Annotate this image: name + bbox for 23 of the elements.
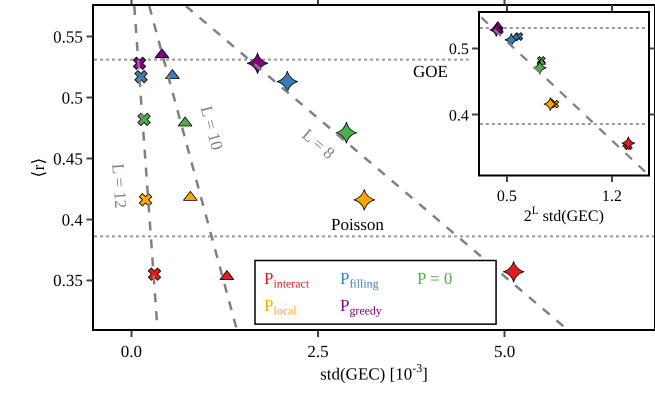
y-axis-title: ⟨r⟩ — [29, 158, 48, 178]
text: P$_{filling}$ — [340, 269, 379, 291]
x-tick-label: 2.5 — [307, 342, 329, 362]
text: P$_{greedy}$ — [340, 296, 382, 318]
y-tick-label: 0.5 — [62, 88, 83, 108]
y-tick-label: 0.35 — [53, 271, 83, 290]
y-tick-label: 0.4 — [448, 107, 469, 124]
text: L = 12 — [108, 162, 130, 209]
x-tick-label: 1.2 — [602, 188, 622, 206]
y-tick-label: 0.55 — [53, 27, 83, 46]
ref-line-label: GOE — [413, 62, 448, 81]
text: L = 10 — [196, 104, 227, 152]
text: P = 0 — [417, 269, 452, 288]
x-axis-title: 2$^{L}$ std(GEC) — [524, 205, 604, 225]
ref-line-label: Poisson — [331, 215, 384, 234]
text: P$_{local}$ — [264, 296, 298, 318]
text: P$_{interact}$ — [264, 269, 310, 291]
y-tick-label: 0.45 — [53, 149, 83, 168]
text: L = 8 — [298, 124, 338, 163]
y-tick-label: 0.4 — [62, 210, 84, 230]
x-tick-label: 5.0 — [494, 342, 516, 362]
x-axis-title: std(GEC) [10$^{-3}$] — [320, 361, 428, 384]
x-tick-label: 0.0 — [120, 342, 142, 362]
